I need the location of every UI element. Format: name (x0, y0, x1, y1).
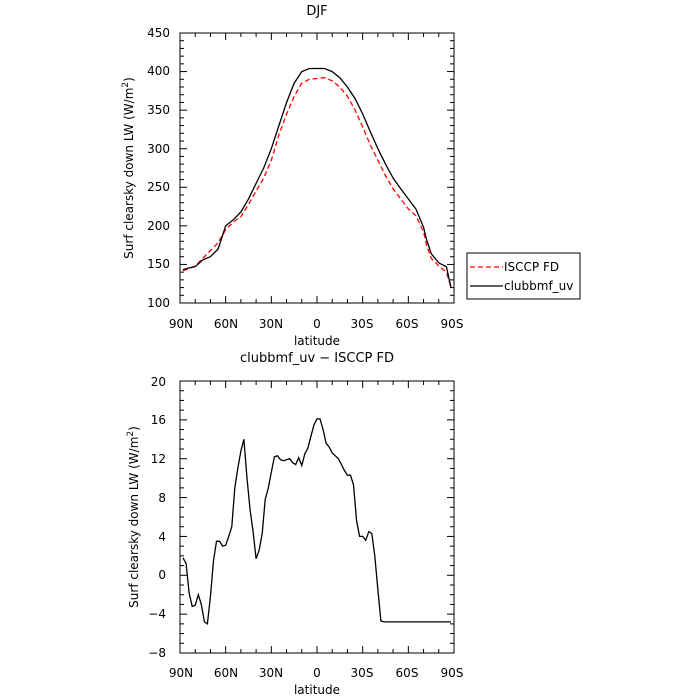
bottom-xtick-label: 30N (259, 666, 283, 680)
top-xtick-label: 60N (214, 317, 238, 331)
top-xtick-label: 30N (259, 317, 283, 331)
top-chart-title: DJF (306, 4, 327, 19)
top-y-axis-label-main: Surf clearsky down LW (W/m (122, 88, 136, 259)
bottom-chart-title: clubbmf_uv − ISCCP FD (240, 351, 394, 366)
bottom-ytick-label: 8 (158, 491, 166, 505)
top-ytick-label: 150 (147, 257, 170, 271)
top-y-axis-label-end: ) (122, 77, 136, 82)
bottom-x-axis-label: latitude (294, 683, 340, 697)
top-xtick-label: 90S (441, 317, 464, 331)
legend: ISCCP FD clubbmf_uv (466, 252, 581, 300)
top-ytick-label: 100 (147, 296, 170, 310)
top-xtick-label: 90N (169, 317, 193, 331)
top-ytick-label: 450 (147, 26, 170, 40)
bottom-y-axis-label: Surf clearsky down LW (W/m2) (126, 426, 141, 608)
isccp-fd-series-line (182, 77, 452, 288)
bottom-y-axis-label-main: Surf clearsky down LW (W/m (127, 437, 141, 608)
legend-label-isccp: ISCCP FD (504, 260, 559, 274)
bottom-y-axis-label-end: ) (127, 426, 141, 431)
bottom-xtick-label: 30S (351, 666, 374, 680)
clubbmf_uv-series-line (182, 67, 452, 288)
bottom-xtick-label: 60S (396, 666, 419, 680)
bottom-y-axis-label-sup: 2 (126, 431, 136, 437)
top-xtick-label: 0 (313, 317, 321, 331)
top-xtick-label: 30S (351, 317, 374, 331)
bottom-series-lines (182, 418, 451, 626)
bottom-xtick-label: 90N (169, 666, 193, 680)
bottom-plot-frame (179, 380, 455, 654)
top-ytick-label: 250 (147, 180, 170, 194)
bottom-xtick-label: 90S (441, 666, 464, 680)
top-plot-frame (179, 32, 455, 304)
top-xtick-label: 60S (396, 317, 419, 331)
top-x-tick-labels: 90N 60N 30N 0 30S 60S 90S (169, 317, 464, 331)
top-y-tick-labels: 100 150 200 250 300 350 400 450 (147, 26, 170, 310)
top-ytick-label: 300 (147, 142, 170, 156)
bottom-xtick-label: 0 (313, 666, 321, 680)
bottom-ytick-label: −4 (148, 607, 166, 621)
top-y-axis-label: Surf clearsky down LW (W/m2) (121, 77, 136, 259)
top-ytick-label: 350 (147, 103, 170, 117)
bottom-ytick-label: 0 (158, 568, 166, 582)
bottom-ytick-label: 16 (151, 413, 166, 427)
bottom-ytick-label: 12 (151, 452, 166, 466)
top-panel: DJF 100 150 200 250 300 350 400 450 90N … (121, 4, 463, 348)
top-x-axis-label: latitude (294, 334, 340, 348)
top-axis-ticks (179, 32, 455, 304)
bottom-ytick-label: 4 (158, 530, 166, 544)
bottom-xtick-label: 60N (214, 666, 238, 680)
bottom-panel: clubbmf_uv − ISCCP FD −8 −4 0 4 8 12 16 … (126, 351, 463, 697)
difference-series-line (182, 418, 451, 626)
bottom-y-tick-labels: −8 −4 0 4 8 12 16 20 (148, 375, 166, 660)
top-ytick-label: 400 (147, 64, 170, 78)
bottom-axis-ticks (179, 380, 455, 654)
legend-box (466, 252, 581, 300)
legend-label-clubbmf: clubbmf_uv (504, 279, 573, 293)
bottom-ytick-label: 20 (151, 375, 166, 389)
bottom-ytick-label: −8 (148, 646, 166, 660)
top-ytick-label: 200 (147, 219, 170, 233)
bottom-x-tick-labels: 90N 60N 30N 0 30S 60S 90S (169, 666, 464, 680)
top-y-axis-label-sup: 2 (121, 82, 131, 88)
top-series-lines (182, 67, 452, 288)
